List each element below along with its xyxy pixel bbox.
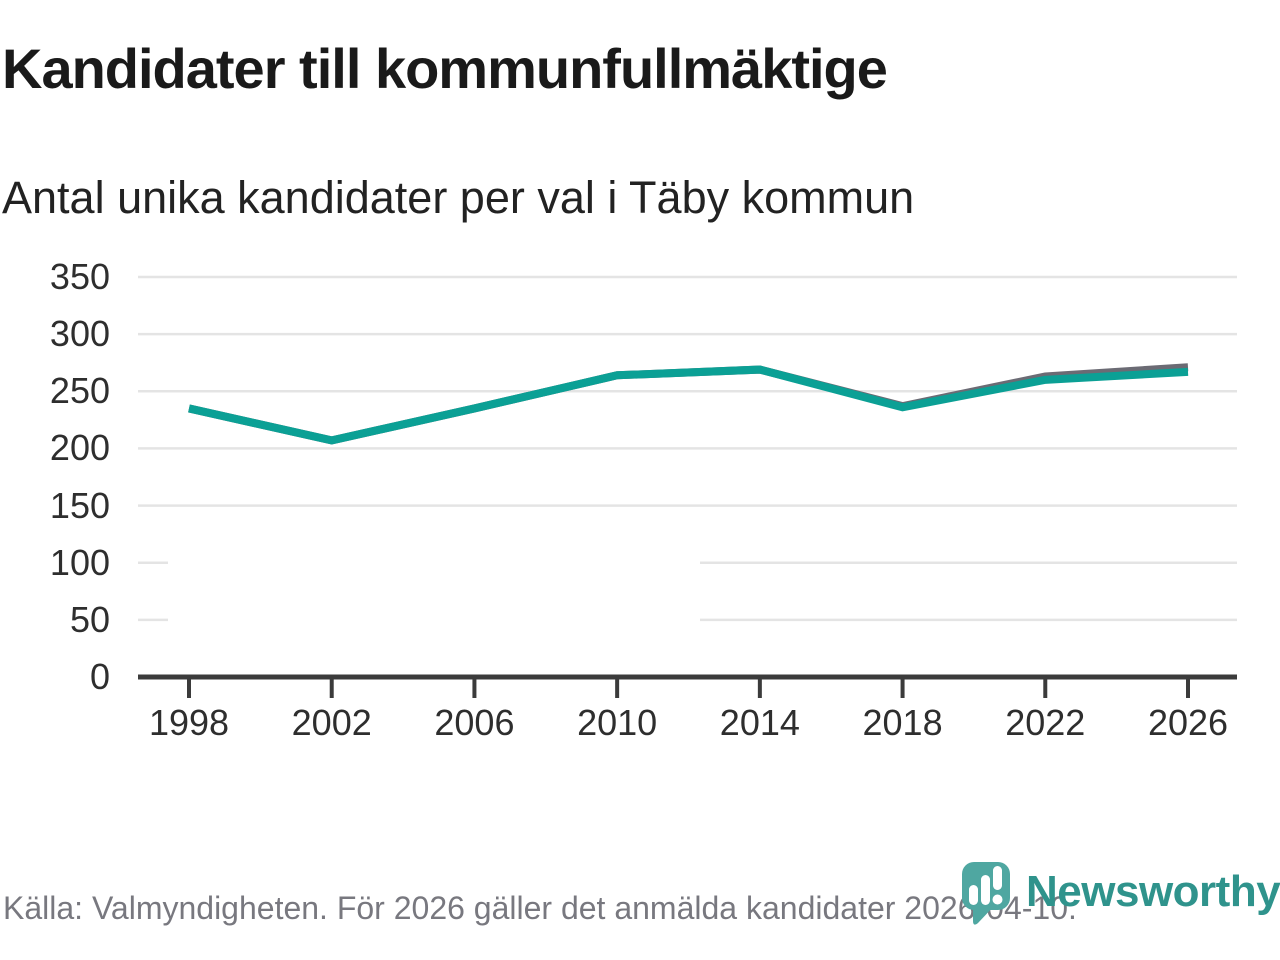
- source-note: Källa: Valmyndigheten. För 2026 gäller d…: [3, 890, 1077, 926]
- x-tick-label: 2014: [719, 702, 800, 743]
- newsworthy-logo-text: Newsworthy: [1026, 867, 1280, 916]
- y-tick-label: 300: [49, 313, 110, 355]
- series-lines: [188, 363, 1189, 445]
- newsworthy-logo: Newsworthy: [961, 858, 1280, 938]
- x-tick-label: 2006: [434, 702, 515, 743]
- y-tick-label: 50: [69, 598, 110, 640]
- chart-subtitle: Antal unika kandidater per val i Täby ko…: [2, 172, 915, 223]
- x-tick-label: 1998: [148, 702, 230, 743]
- y-tick-label: 200: [49, 427, 110, 469]
- y-tick-label: 150: [49, 484, 110, 526]
- series-line-kandidater-l-sta-listor: [188, 365, 1189, 445]
- x-tick-label: 2018: [862, 702, 943, 743]
- newsworthy-chart-bubble-icon: [962, 862, 1010, 925]
- x-tick-label: 2002: [291, 702, 372, 743]
- y-tick-label: 100: [49, 541, 110, 583]
- y-tick-label: 350: [49, 256, 110, 297]
- y-tick-label: 250: [49, 370, 110, 412]
- x-tick-label: 2026: [1147, 702, 1229, 743]
- legend: Kandidater totalt Kandidater låsta listo…: [168, 528, 700, 652]
- x-axis: [138, 674, 1237, 698]
- x-tick-label: 2022: [1005, 702, 1086, 743]
- y-tick-label: 0: [89, 656, 110, 697]
- x-tick-label: 2010: [577, 702, 658, 743]
- chart-title: Kandidater till kommunfullmäktige: [2, 37, 888, 100]
